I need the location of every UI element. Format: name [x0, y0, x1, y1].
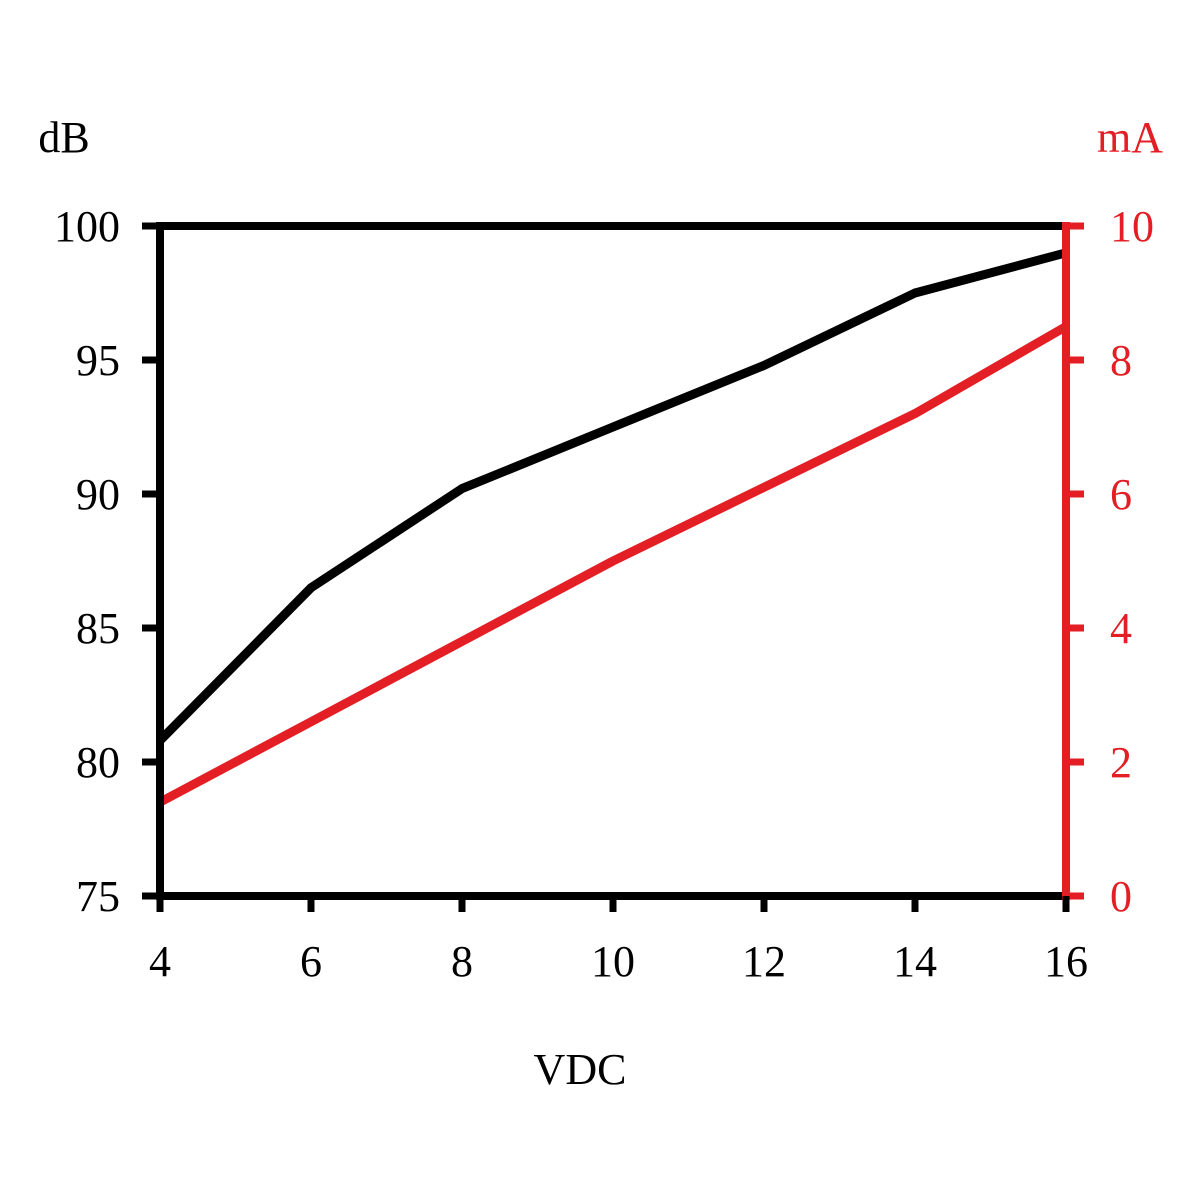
x-tick-label: 16 [1044, 937, 1088, 986]
left-axis-title: dB [38, 113, 89, 162]
y-right-tick-label: 8 [1110, 336, 1132, 385]
y-left-tick-label: 85 [76, 604, 120, 653]
y-right-tick-label: 2 [1110, 738, 1132, 787]
x-tick-label: 12 [742, 937, 786, 986]
y-right-tick-label: 4 [1110, 604, 1132, 653]
x-tick-label: 14 [893, 937, 937, 986]
y-left-tick-label: 95 [76, 336, 120, 385]
y-right-tick-label: 6 [1110, 470, 1132, 519]
y-right-tick-label: 0 [1110, 872, 1132, 921]
x-tick-label: 4 [149, 937, 171, 986]
y-left-tick-label: 100 [54, 202, 120, 251]
y-left-tick-label: 75 [76, 872, 120, 921]
y-left-tick-label: 90 [76, 470, 120, 519]
y-left-tick-label: 80 [76, 738, 120, 787]
right-axis-title: mA [1097, 113, 1163, 162]
x-tick-label: 10 [591, 937, 635, 986]
series-layer [156, 248, 1069, 807]
y-right-tick-label: 10 [1110, 202, 1154, 251]
x-tick-label: 6 [300, 937, 322, 986]
x-axis-title: VDC [534, 1045, 627, 1094]
series-line-2 [157, 322, 1069, 807]
x-tick-label: 8 [451, 937, 473, 986]
series-line-1 [156, 248, 1068, 744]
